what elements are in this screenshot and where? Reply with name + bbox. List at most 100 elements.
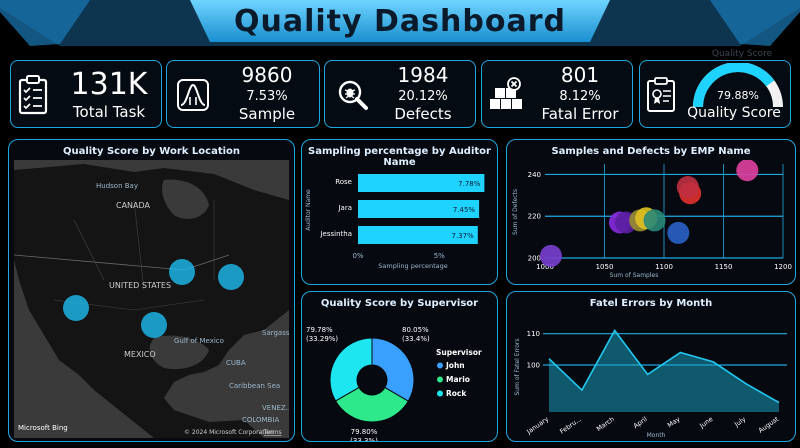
kpi-fatal-error-label: Fatal Error — [541, 105, 619, 123]
scatter-chart: 200 220 240 1000 1050 1100 1150 1200 Sum of Samp… — [512, 160, 792, 279]
clipboard-checklist-icon — [18, 75, 48, 115]
donut-legend-item[interactable]: Mario — [446, 375, 470, 384]
bar-chart-panel[interactable]: Sampling percentage by Auditor Name Audi… — [301, 139, 498, 285]
map-bubble[interactable] — [169, 259, 195, 285]
area-xtick: July — [732, 415, 747, 429]
kpi-defects-label: Defects — [394, 105, 452, 123]
bug-search-icon — [338, 80, 368, 110]
area-xtick: June — [697, 415, 714, 430]
area-chart: 100 110 January Febru... March April May June Ju… — [514, 329, 787, 439]
donut-legend-item[interactable]: John — [445, 361, 465, 370]
scatter-xtick: 1050 — [596, 263, 614, 271]
donut-slice[interactable] — [371, 337, 415, 402]
donut-chart-panel[interactable]: Quality Score by Supervisor 80.05% (33.4%… — [301, 291, 498, 442]
bar-xtick: 5% — [434, 252, 445, 260]
kpi-sample[interactable]: 9860 7.53% Sample — [166, 60, 320, 128]
donut-legend-item[interactable]: Rock — [446, 389, 467, 398]
bar-xlabel: Sampling percentage — [378, 262, 448, 270]
bar-data-label: 7.78% — [458, 180, 481, 188]
legend-swatch — [437, 390, 443, 397]
area-chart-panel[interactable]: Fatel Errors by Month 100 110 January Febru… — [506, 291, 796, 442]
kpi-quality-score[interactable]: Quality Score 79.88% Quality Score — [639, 49, 791, 128]
kpi-fatal-error[interactable]: 801 8.12% Fatal Error — [481, 60, 633, 128]
bar-category-label: Jessintha — [319, 230, 352, 238]
scatter-point[interactable] — [667, 221, 690, 244]
donut-chart: 80.05% (33.4%) 79.80% (33.3%) 79.78% (33.29%)… — [306, 326, 482, 441]
map-label-caribbean: Caribbean Sea — [229, 382, 280, 390]
area-line[interactable] — [548, 329, 780, 404]
scatter-chart-panel[interactable]: Samples and Defects by EMP Name 200 220 24… — [506, 139, 796, 285]
scatter-point[interactable] — [539, 244, 562, 267]
map-terms-link[interactable]: Terms — [263, 429, 282, 436]
map-attribution: © 2024 Microsoft Corporation — [184, 429, 274, 436]
kpi-quality-score-label: Quality Score — [687, 105, 781, 121]
kpi-total-task-value: 131K — [70, 67, 148, 102]
kpi-quality-score-value: 79.88% — [717, 89, 759, 102]
north-america-landmass — [14, 164, 289, 438]
hudson-bay — [162, 179, 209, 219]
map-label-hudson: Hudson Bay — [96, 182, 138, 190]
bar-chart: Auditor Name Rose 7.78% Jara 7.45% Jessintha 7… — [305, 174, 485, 270]
bar[interactable] — [358, 174, 485, 192]
scatter-ytick: 240 — [528, 171, 541, 179]
area-xlabel: Month — [647, 432, 666, 439]
bar-data-label: 7.37% — [452, 232, 475, 240]
gauge-fill — [693, 63, 775, 108]
bar-category-label: Rose — [335, 178, 352, 186]
scatter-point[interactable] — [643, 209, 666, 232]
scatter-xtick: 1100 — [655, 263, 673, 271]
area-ytick: 110 — [527, 330, 540, 338]
scatter-ytick: 200 — [528, 255, 541, 263]
scatter-ytick: 220 — [528, 213, 541, 221]
bar[interactable] — [358, 200, 480, 218]
map-label-venezuela: VENEZ... — [262, 404, 289, 412]
quality-score-gauge — [693, 63, 783, 108]
donut-slice-label: 80.05% (33.4%) — [402, 326, 430, 343]
map-label-canada: CANADA — [116, 201, 151, 210]
scatter-xtick: 1150 — [715, 263, 733, 271]
area-xtick: Febru... — [558, 415, 583, 436]
header-banner — [0, 0, 800, 46]
map-title: Quality Score by Work Location — [62, 146, 241, 157]
kpi-total-task[interactable]: 131K Total Task — [10, 60, 162, 128]
scatter-xlabel: Sum of Samples — [610, 272, 659, 279]
page-title: Quality Dashboard — [234, 4, 566, 39]
kpi-sample-value: 9860 — [241, 63, 293, 87]
map-label-gulf: Gulf of Mexico — [174, 337, 224, 345]
kpi-sample-pct: 7.53% — [246, 89, 288, 104]
kpi-total-task-label: Total Task — [72, 103, 146, 121]
map-label-mexico: MEXICO — [124, 350, 156, 359]
area-xtick: January — [525, 415, 551, 436]
area-fill — [549, 330, 779, 412]
map-label-sargasso: Sargasso — [262, 329, 289, 337]
area-ylabel: Sum of Fatel Errors — [514, 339, 521, 396]
boxes-error-icon — [490, 77, 522, 109]
scatter-xtick: 1000 — [536, 263, 554, 271]
donut-legend-title: Supervisor — [436, 348, 482, 357]
area-ytick: 100 — [527, 362, 540, 370]
bar-category-label: Jara — [337, 204, 352, 212]
kpi-defects-value: 1984 — [397, 63, 449, 87]
kpi-fatal-error-value: 801 — [560, 63, 600, 87]
bar[interactable] — [358, 226, 478, 244]
map-bubble[interactable] — [218, 264, 244, 290]
legend-swatch — [437, 376, 443, 383]
gulf-of-mexico — [149, 335, 209, 370]
clipboard-badge-icon — [647, 77, 675, 112]
map-canvas[interactable]: Hudson Bay CANADA UNITED STATES MEXICO G… — [14, 160, 289, 438]
map-label-cuba: CUBA — [226, 359, 246, 367]
kpi-quality-score-faded-title: Quality Score — [711, 49, 773, 59]
donut-slice-label: 79.80% (33.3%) — [350, 428, 378, 441]
map-bubble[interactable] — [63, 295, 89, 321]
kpi-fatal-error-pct: 8.12% — [559, 89, 601, 104]
donut-slice[interactable] — [334, 386, 409, 423]
legend-swatch — [437, 362, 443, 369]
map-panel[interactable]: Quality Score by Work Location Hudson Ba… — [8, 139, 295, 442]
donut-chart-title: Quality Score by Supervisor — [320, 298, 479, 309]
bar-chart-title: Sampling percentage by Auditor Name — [308, 146, 491, 168]
scatter-point[interactable] — [676, 175, 699, 198]
donut-slice[interactable] — [329, 337, 373, 402]
scatter-point[interactable] — [736, 160, 759, 182]
map-bubble[interactable] — [141, 312, 167, 338]
kpi-defects[interactable]: 1984 20.12% Defects — [324, 60, 476, 128]
